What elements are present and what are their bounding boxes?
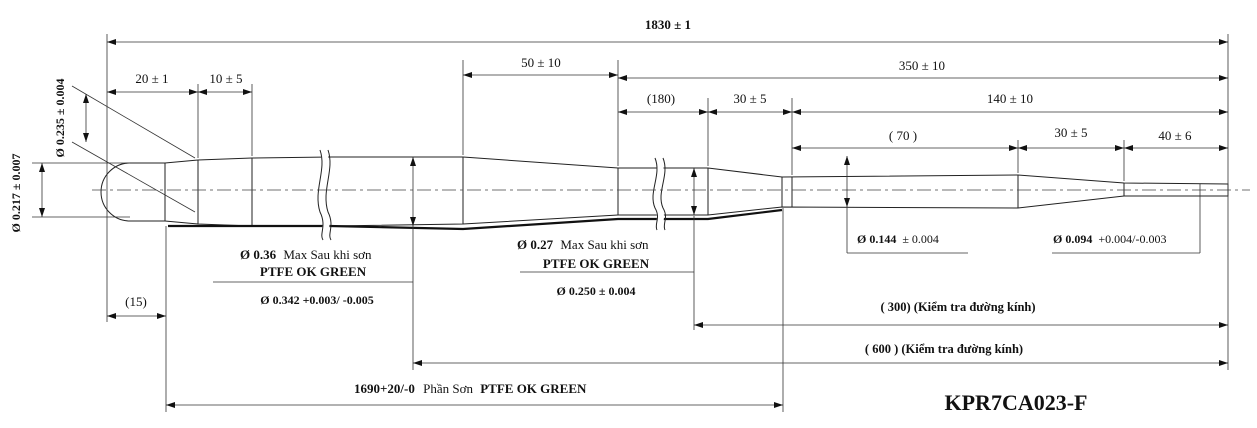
diameter-0-342: Ø 0.342 +0.003/ -0.005	[260, 293, 374, 307]
dim-30-a: 30 ± 5	[733, 91, 766, 106]
dim-600-check: ( 600 ) (Kiểm tra đường kính)	[865, 342, 1023, 356]
coating-length: 1690+20/-0 Phần Sơn PTFE OK GREEN	[354, 381, 587, 396]
dim-20: 20 ± 1	[135, 71, 168, 86]
coating-label-1: PTFE OK GREEN	[260, 264, 367, 279]
diameter-0-36: Ø 0.36 Max Sau khi sơn	[240, 247, 372, 262]
extension-lines	[106, 34, 1229, 412]
diameter-0-217: Ø 0.217 ± 0.007	[9, 154, 23, 233]
coating-label-2: PTFE OK GREEN	[543, 256, 650, 271]
part-number: KPR7CA023-F	[945, 390, 1088, 415]
diameter-0-27: Ø 0.27 Max Sau khi sơn	[517, 237, 649, 252]
dim-10: 10 ± 5	[209, 71, 242, 86]
dim-350: 350 ± 10	[899, 58, 945, 73]
dim-70: ( 70 )	[889, 128, 917, 143]
dim-140: 140 ± 10	[987, 91, 1033, 106]
dim-180: (180)	[647, 91, 675, 106]
diameter-0-235: Ø 0.235 ± 0.004	[53, 79, 67, 158]
diameter-0-144: Ø 0.144 ± 0.004	[857, 232, 939, 246]
dim-40: 40 ± 6	[1158, 128, 1192, 143]
dim-300-check: ( 300) (Kiểm tra đường kính)	[880, 300, 1035, 314]
dim-15: (15)	[125, 294, 147, 309]
dim-30-b: 30 ± 5	[1054, 125, 1087, 140]
rod-outline	[100, 148, 1229, 242]
dim-50: 50 ± 10	[521, 55, 561, 70]
diameter-0-250: Ø 0.250 ± 0.004	[557, 284, 636, 298]
dimension-lines	[32, 39, 1228, 408]
dim-total: 1830 ± 1	[645, 17, 691, 32]
diameter-0-094: Ø 0.094 +0.004/-0.003	[1053, 232, 1166, 246]
